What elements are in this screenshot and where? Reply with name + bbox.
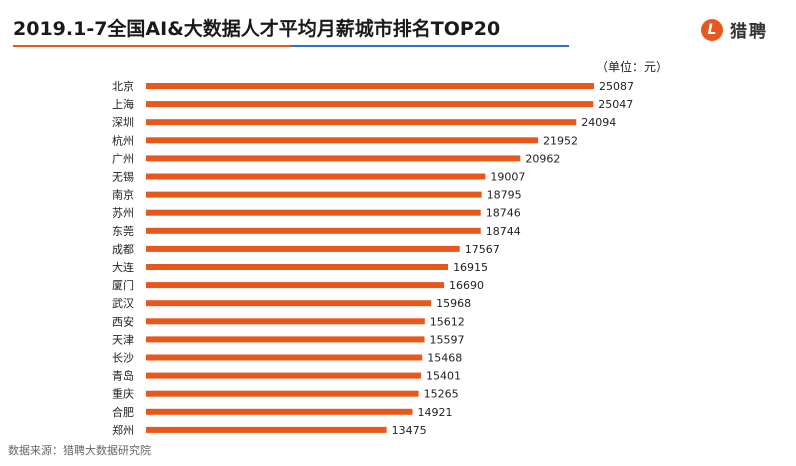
bar [146, 318, 425, 325]
chart-title: 2019.1-7全国AI&大数据人才平均月薪城市排名TOP20 [13, 18, 501, 40]
value-label: 15597 [430, 333, 465, 346]
value-label: 15612 [430, 315, 465, 328]
category-label: 无锡 [112, 170, 134, 184]
brand-logo: L 猎聘 [701, 17, 768, 42]
bar [146, 155, 521, 162]
value-label: 13475 [392, 424, 427, 437]
bar [146, 264, 449, 270]
category-label: 天津 [112, 333, 134, 346]
category-label: 北京 [112, 79, 134, 93]
value-label: 15968 [436, 297, 471, 310]
bar [146, 137, 539, 144]
value-label: 16690 [449, 279, 484, 292]
value-label: 15468 [427, 352, 462, 365]
category-label: 南京 [112, 188, 134, 202]
bar [146, 227, 481, 234]
value-label: 18746 [486, 207, 521, 220]
value-label: 25087 [599, 80, 634, 93]
bar [146, 408, 413, 415]
value-label: 15265 [424, 388, 459, 401]
value-label: 18795 [487, 189, 522, 202]
title-underline [13, 45, 569, 47]
bar [146, 83, 594, 89]
value-label: 14921 [417, 406, 452, 419]
bar [146, 245, 460, 252]
unit-label: （单位：元） [596, 60, 669, 74]
category-label: 深圳 [112, 116, 134, 129]
value-label: 16915 [453, 261, 488, 274]
bar [146, 209, 481, 216]
value-label: 19007 [490, 171, 525, 184]
category-label: 广州 [112, 152, 134, 165]
category-label: 重庆 [112, 387, 134, 401]
data-source: 数据来源：猎聘大数据研究院 [8, 444, 151, 457]
category-label: 合肥 [112, 405, 134, 419]
category-label: 东莞 [112, 225, 134, 238]
bar [146, 300, 432, 307]
value-label: 15401 [426, 370, 461, 383]
bar [146, 101, 594, 108]
category-label: 厦门 [112, 278, 134, 292]
category-label: 成都 [112, 243, 134, 256]
bar [146, 173, 486, 180]
category-label: 苏州 [112, 207, 134, 220]
bar [146, 390, 419, 397]
category-label: 武汉 [112, 297, 134, 310]
category-label: 杭州 [112, 133, 134, 147]
category-label: 大连 [112, 260, 134, 274]
category-label: 青岛 [112, 369, 134, 383]
category-label: 上海 [112, 97, 134, 111]
category-label: 郑州 [112, 423, 134, 437]
bar [146, 282, 445, 289]
value-label: 18744 [486, 225, 521, 238]
value-label: 24094 [581, 116, 616, 129]
category-label: 长沙 [112, 352, 134, 365]
bar [146, 354, 423, 361]
value-label: 20962 [525, 152, 560, 165]
value-label: 25047 [598, 98, 633, 111]
bar [146, 336, 425, 343]
bar [146, 119, 577, 126]
logo-icon: L [701, 18, 723, 41]
bar [146, 191, 482, 198]
value-label: 21952 [543, 134, 578, 147]
value-label: 17567 [465, 243, 500, 256]
category-label: 西安 [112, 314, 134, 328]
bar [146, 372, 422, 379]
bar [146, 426, 387, 433]
logo-text: 猎聘 [730, 22, 768, 42]
